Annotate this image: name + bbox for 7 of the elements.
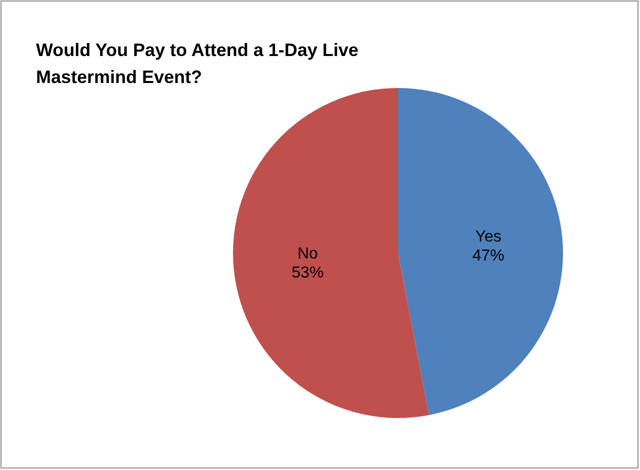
slice-label: No	[297, 245, 318, 262]
pie-slice	[398, 88, 563, 416]
data-label: 53%	[292, 264, 324, 282]
chart-title: Would You Pay to Attend a 1-Day Live Mastermind Event?	[36, 40, 358, 87]
pie-slice	[233, 88, 429, 418]
data-label: 47%	[472, 247, 504, 264]
slice-label: Yes	[475, 228, 502, 246]
